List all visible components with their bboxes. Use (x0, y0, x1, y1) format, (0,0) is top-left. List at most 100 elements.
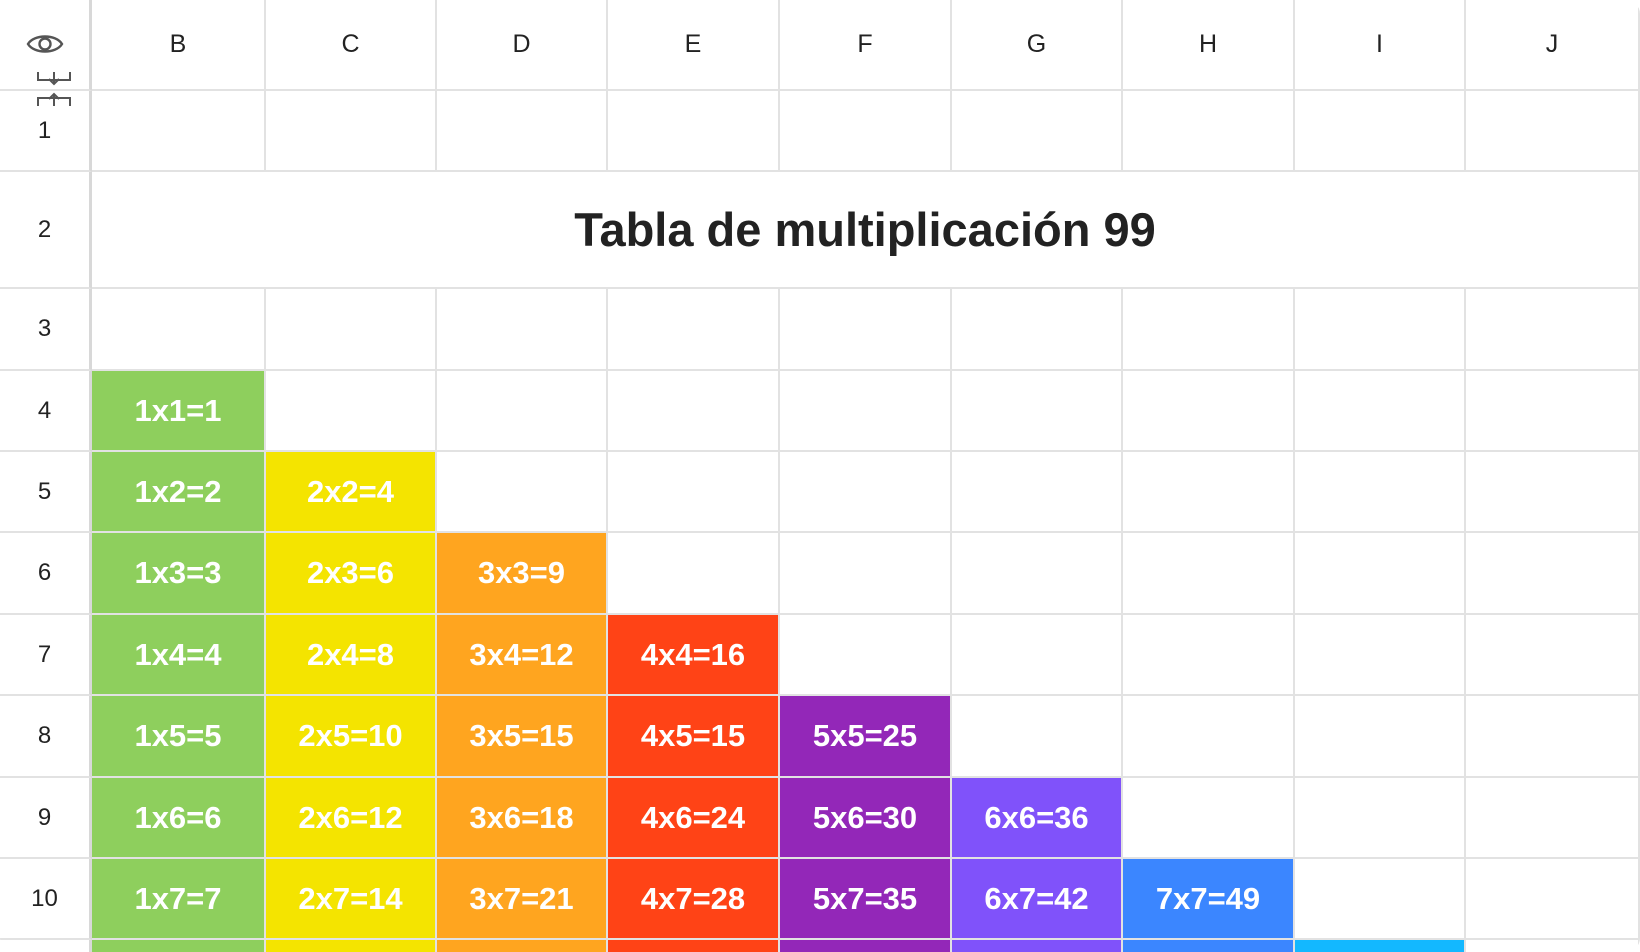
cell-j6[interactable] (1466, 533, 1640, 615)
cell-j7[interactable] (1466, 615, 1640, 696)
cell-j4[interactable] (1466, 371, 1640, 452)
cell-d5[interactable] (437, 452, 608, 533)
cell-f5[interactable] (780, 452, 952, 533)
cell-e10[interactable]: 4x7=28 (608, 859, 780, 940)
cell-h10[interactable]: 7x7=49 (1123, 859, 1295, 940)
eye-icon[interactable] (26, 30, 64, 65)
column-header-h[interactable]: H (1123, 0, 1295, 91)
cell-f7[interactable] (780, 615, 952, 696)
cell-f10[interactable]: 5x7=35 (780, 859, 952, 940)
cell-e8[interactable]: 4x5=15 (608, 696, 780, 778)
cell-d7[interactable]: 3x4=12 (437, 615, 608, 696)
cell-b8[interactable]: 1x5=5 (92, 696, 266, 778)
cell-h4[interactable] (1123, 371, 1295, 452)
cell-e1[interactable] (608, 91, 780, 172)
cell-f3[interactable] (780, 289, 952, 371)
row-header-1[interactable]: 1 (0, 91, 92, 172)
cell-e9[interactable]: 4x6=24 (608, 778, 780, 859)
cell-j1[interactable] (1466, 91, 1640, 172)
cell-f6[interactable] (780, 533, 952, 615)
cell-i3[interactable] (1295, 289, 1466, 371)
column-header-e[interactable]: E (608, 0, 780, 91)
row-header-2[interactable]: 2 (0, 172, 92, 289)
cell-c8[interactable]: 2x5=10 (266, 696, 437, 778)
cell-c9[interactable]: 2x6=12 (266, 778, 437, 859)
row-header-10[interactable]: 10 (0, 859, 92, 940)
cell-e7[interactable]: 4x4=16 (608, 615, 780, 696)
row-header-6[interactable]: 6 (0, 533, 92, 615)
cell-b9[interactable]: 1x6=6 (92, 778, 266, 859)
row-header-4[interactable]: 4 (0, 371, 92, 452)
cell-j11[interactable] (1466, 940, 1640, 952)
cell-c1[interactable] (266, 91, 437, 172)
column-header-i[interactable]: I (1295, 0, 1466, 91)
cell-h8[interactable] (1123, 696, 1295, 778)
cell-g4[interactable] (952, 371, 1123, 452)
cell-h11[interactable] (1123, 940, 1295, 952)
cell-j8[interactable] (1466, 696, 1640, 778)
cell-b6[interactable]: 1x3=3 (92, 533, 266, 615)
column-header-c[interactable]: C (266, 0, 437, 91)
cell-j3[interactable] (1466, 289, 1640, 371)
cell-d8[interactable]: 3x5=15 (437, 696, 608, 778)
cell-g1[interactable] (952, 91, 1123, 172)
cell-i8[interactable] (1295, 696, 1466, 778)
row-header-5[interactable]: 5 (0, 452, 92, 533)
column-header-g[interactable]: G (952, 0, 1123, 91)
cell-h1[interactable] (1123, 91, 1295, 172)
cell-c4[interactable] (266, 371, 437, 452)
row-header-11[interactable] (0, 940, 92, 952)
row-header-3[interactable]: 3 (0, 289, 92, 371)
cell-b11[interactable] (92, 940, 266, 952)
cell-h6[interactable] (1123, 533, 1295, 615)
row-header-8[interactable]: 8 (0, 696, 92, 778)
cell-g10[interactable]: 6x7=42 (952, 859, 1123, 940)
cell-b5[interactable]: 1x2=2 (92, 452, 266, 533)
cell-g8[interactable] (952, 696, 1123, 778)
column-header-b[interactable]: B (92, 0, 266, 91)
sheet-title[interactable]: Tabla de multiplicación 99 (92, 172, 1640, 289)
cell-i5[interactable] (1295, 452, 1466, 533)
cell-f1[interactable] (780, 91, 952, 172)
cell-h3[interactable] (1123, 289, 1295, 371)
cell-e6[interactable] (608, 533, 780, 615)
cell-d1[interactable] (437, 91, 608, 172)
cell-f4[interactable] (780, 371, 952, 452)
cell-c11[interactable] (266, 940, 437, 952)
cell-j5[interactable] (1466, 452, 1640, 533)
column-header-j[interactable]: J (1466, 0, 1640, 91)
cell-d10[interactable]: 3x7=21 (437, 859, 608, 940)
cell-e4[interactable] (608, 371, 780, 452)
cell-h7[interactable] (1123, 615, 1295, 696)
cell-d9[interactable]: 3x6=18 (437, 778, 608, 859)
cell-h5[interactable] (1123, 452, 1295, 533)
cell-d3[interactable] (437, 289, 608, 371)
cell-g9[interactable]: 6x6=36 (952, 778, 1123, 859)
cell-d4[interactable] (437, 371, 608, 452)
cell-g6[interactable] (952, 533, 1123, 615)
cell-c6[interactable]: 2x3=6 (266, 533, 437, 615)
cell-i6[interactable] (1295, 533, 1466, 615)
cell-g5[interactable] (952, 452, 1123, 533)
cell-g7[interactable] (952, 615, 1123, 696)
cell-j9[interactable] (1466, 778, 1640, 859)
cell-i1[interactable] (1295, 91, 1466, 172)
cell-b7[interactable]: 1x4=4 (92, 615, 266, 696)
cell-e3[interactable] (608, 289, 780, 371)
cell-f9[interactable]: 5x6=30 (780, 778, 952, 859)
column-header-d[interactable]: D (437, 0, 608, 91)
cell-c3[interactable] (266, 289, 437, 371)
cell-f8[interactable]: 5x5=25 (780, 696, 952, 778)
cell-f11[interactable] (780, 940, 952, 952)
cell-i10[interactable] (1295, 859, 1466, 940)
cell-c7[interactable]: 2x4=8 (266, 615, 437, 696)
cell-b4[interactable]: 1x1=1 (92, 371, 266, 452)
cell-c5[interactable]: 2x2=4 (266, 452, 437, 533)
cell-i9[interactable] (1295, 778, 1466, 859)
cell-d11[interactable] (437, 940, 608, 952)
cell-g3[interactable] (952, 289, 1123, 371)
row-header-9[interactable]: 9 (0, 778, 92, 859)
cell-e11[interactable] (608, 940, 780, 952)
cell-h9[interactable] (1123, 778, 1295, 859)
cell-i7[interactable] (1295, 615, 1466, 696)
